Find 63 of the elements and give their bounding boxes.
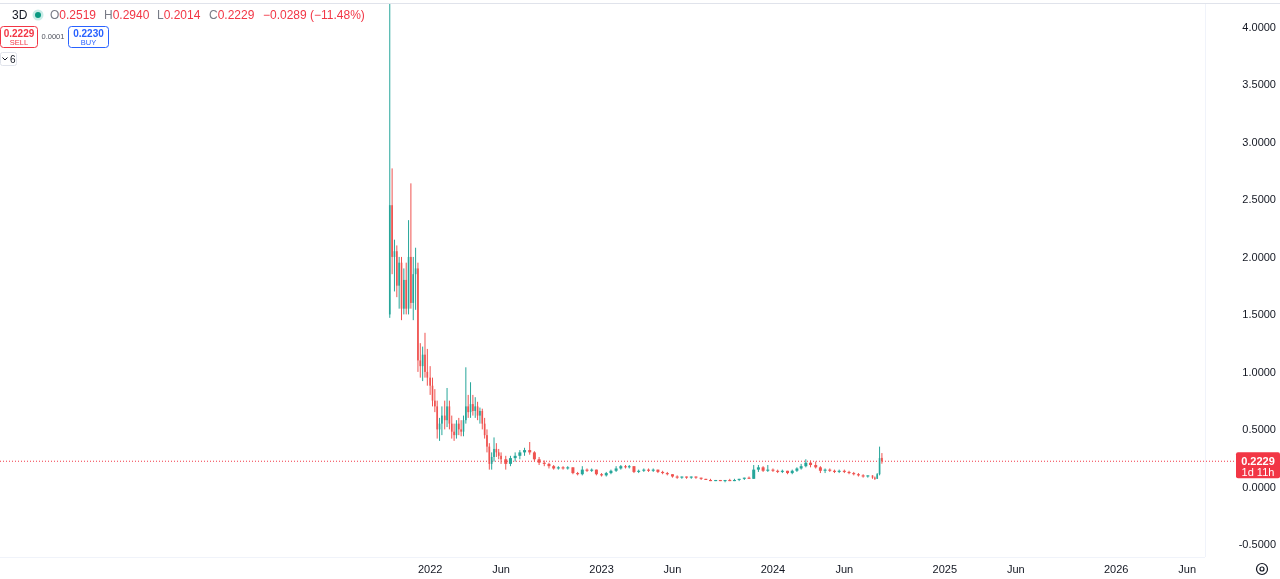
annotation: L0.2014 — [157, 8, 201, 22]
y-tick-label: 3.0000 — [1242, 135, 1276, 148]
candlestick — [600, 472, 604, 478]
candlestick — [881, 452, 883, 465]
candlestick — [680, 476, 684, 480]
y-tick-label: -0.5000 — [1238, 538, 1276, 551]
candlestick — [391, 167, 393, 275]
candlestick — [828, 467, 832, 473]
candlestick — [479, 407, 481, 425]
candlestick — [556, 465, 560, 471]
candlestick — [861, 473, 865, 479]
candlestick — [651, 467, 655, 473]
x-tick-label: Jun — [835, 563, 854, 575]
text: 1d 11h — [1241, 466, 1275, 479]
candlestick — [566, 465, 570, 471]
candlestick — [403, 267, 405, 315]
candlestick — [537, 456, 541, 466]
candlestick — [590, 467, 594, 473]
y-tick-label: 0.5000 — [1242, 423, 1276, 436]
x-tick-label: 2022 — [417, 563, 443, 575]
candlestick — [747, 476, 751, 480]
x-tick-label: Jun — [1178, 563, 1197, 575]
annotation: −0.0289 (−11.48%) — [263, 8, 365, 22]
candlestick — [561, 465, 565, 471]
x-tick-label: 2025 — [932, 563, 958, 575]
y-tick-label: 1.5000 — [1242, 308, 1276, 321]
candlestick — [694, 476, 698, 480]
y-tick-label: 2.0000 — [1242, 250, 1276, 263]
candlestick — [675, 474, 679, 480]
candlestick — [585, 467, 589, 473]
candlestick — [410, 182, 412, 310]
candlestick — [518, 449, 522, 460]
candlestick — [460, 419, 462, 437]
candlestick — [723, 479, 727, 483]
x-tick-label: Jun — [663, 563, 682, 575]
annotation: 0.2229 — [3, 28, 35, 39]
y-tick-label: 3.5000 — [1242, 78, 1276, 91]
ref-line-label: 0.2229 — [1241, 455, 1275, 468]
annotation: C0.2229 — [209, 8, 255, 22]
annotation: 0.2230 — [73, 28, 105, 39]
candlestick — [771, 467, 775, 473]
chart-title: 3D — [12, 8, 28, 22]
y-tick-label: 1.0000 — [1242, 365, 1276, 378]
candlestick — [398, 256, 400, 310]
candlestick — [446, 387, 448, 428]
x-tick-label: Jun — [1006, 563, 1025, 575]
candlestick — [823, 467, 827, 474]
candlestick — [500, 451, 502, 465]
candlestick — [647, 467, 651, 473]
y-tick-label: 0.0000 — [1242, 480, 1276, 493]
annotation: 6 — [10, 54, 16, 65]
candlestick — [642, 467, 646, 473]
candlestick — [856, 472, 860, 478]
annotation: H0.2940 — [104, 8, 150, 22]
y-tick-label: 2.5000 — [1242, 193, 1276, 206]
candlestick — [614, 465, 618, 473]
x-tick-label: 2024 — [760, 563, 786, 575]
x-tick-label: Jun — [492, 563, 510, 575]
candlestick — [699, 477, 703, 481]
x-tick-label: 2026 — [1104, 563, 1129, 575]
x-tick-label: 2023 — [589, 563, 614, 575]
annotation: O0.2519 — [50, 8, 97, 22]
y-tick-label: 4.0000 — [1242, 20, 1276, 33]
